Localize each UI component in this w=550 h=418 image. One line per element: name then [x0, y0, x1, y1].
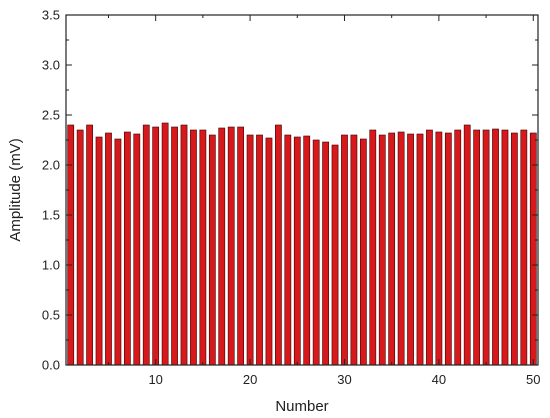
bar	[199, 129, 207, 366]
bar	[388, 132, 396, 366]
bar	[416, 133, 424, 366]
bar	[482, 129, 490, 366]
x-tick-label: 10	[148, 372, 162, 387]
bar	[105, 132, 112, 366]
bar	[492, 128, 499, 366]
bar	[350, 134, 358, 366]
bar	[293, 136, 301, 366]
x-tick-label: 40	[432, 372, 446, 387]
y-axis-label: Amplitude (mV)	[7, 138, 24, 241]
bar	[407, 133, 414, 366]
bar	[312, 139, 320, 366]
bar	[237, 126, 245, 366]
bar	[133, 133, 141, 366]
y-tick-label: 3.5	[42, 8, 60, 23]
y-tick-label: 3.0	[42, 58, 60, 73]
bar	[275, 124, 282, 366]
bar	[473, 129, 481, 366]
bar	[256, 134, 263, 366]
bar	[331, 144, 339, 366]
bar	[444, 132, 452, 366]
y-tick-label: 1.0	[42, 258, 60, 273]
bar	[142, 124, 150, 366]
bar	[378, 134, 386, 366]
bar	[76, 129, 84, 366]
bar	[227, 126, 235, 366]
bar	[86, 124, 93, 366]
x-tick-label: 20	[243, 372, 257, 387]
y-tick-label: 1.5	[42, 208, 60, 223]
bar	[359, 138, 367, 366]
x-axis-label: Number	[275, 398, 328, 415]
bar	[246, 134, 254, 366]
bar	[114, 138, 122, 366]
bar	[303, 135, 311, 366]
bar	[529, 132, 537, 366]
y-tick-label: 2.0	[42, 158, 60, 173]
bar	[341, 134, 348, 366]
bar	[265, 137, 273, 366]
bar	[426, 129, 433, 366]
bar	[511, 132, 518, 366]
bar	[123, 131, 131, 366]
y-tick-label: 0.0	[42, 358, 60, 373]
bar	[171, 126, 178, 366]
bar	[454, 129, 462, 366]
x-tick-label: 30	[337, 372, 351, 387]
bar	[520, 129, 528, 366]
bar	[95, 136, 103, 366]
bar	[218, 127, 226, 366]
bar	[369, 129, 377, 366]
bar	[463, 124, 471, 366]
y-axis: 0.0 0.5 1.0 1.5 2.0 2.5 3.0 3.5	[42, 8, 538, 373]
bars-group	[67, 122, 537, 366]
bar	[152, 126, 160, 366]
bar	[435, 131, 443, 366]
x-tick-label: 50	[526, 372, 540, 387]
x-axis: 10 20 30 40 50	[107, 15, 541, 387]
bar	[180, 124, 188, 366]
bar	[67, 124, 75, 366]
bar	[161, 122, 169, 366]
bar	[501, 129, 509, 366]
bar	[397, 131, 405, 366]
bar	[208, 134, 216, 366]
y-tick-label: 0.5	[42, 308, 60, 323]
bar	[322, 141, 329, 366]
y-tick-label: 2.5	[42, 108, 60, 123]
bar	[190, 129, 197, 366]
bar	[284, 134, 292, 366]
